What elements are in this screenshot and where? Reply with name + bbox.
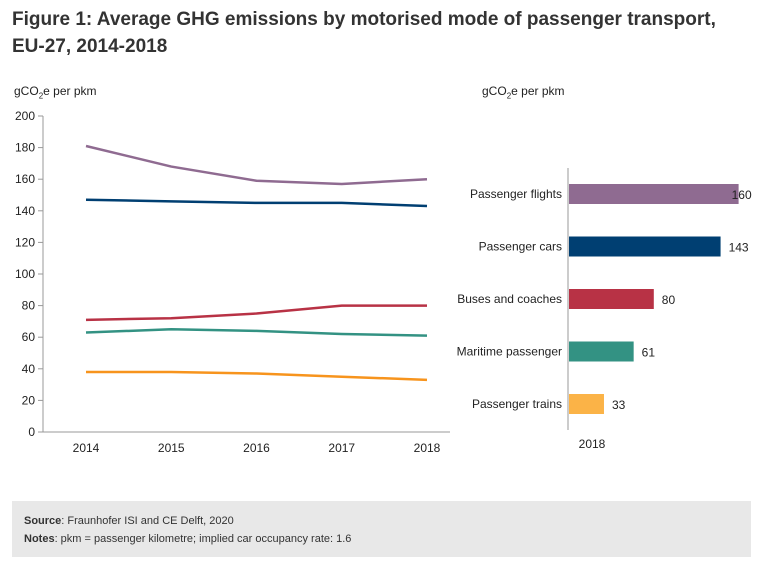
bar bbox=[569, 394, 604, 414]
source-line: Source: Fraunhofer ISI and CE Delft, 202… bbox=[24, 515, 234, 527]
unit-subscript: 2 bbox=[38, 91, 44, 101]
x-tick-label: 2018 bbox=[414, 441, 441, 455]
bar-axis-label: gCO2e per pkm bbox=[482, 84, 565, 100]
source-label: Source bbox=[24, 515, 62, 527]
bar-value-label: 80 bbox=[662, 293, 676, 307]
footer: Source: Fraunhofer ISI and CE Delft, 202… bbox=[12, 501, 751, 557]
figure-title: Figure 1: Average GHG emissions by motor… bbox=[12, 9, 716, 57]
x-tick-label: 2015 bbox=[158, 441, 185, 455]
y-tick-label: 120 bbox=[15, 235, 35, 249]
notes-text: : pkm = passenger kilometre; implied car… bbox=[54, 533, 352, 545]
bar-value-label: 143 bbox=[729, 241, 749, 255]
bar bbox=[569, 289, 654, 309]
y-tick-label: 40 bbox=[22, 362, 36, 376]
bar-category-label: Buses and coaches bbox=[457, 292, 562, 306]
y-tick-label: 0 bbox=[28, 425, 35, 439]
x-tick-label: 2014 bbox=[73, 441, 100, 455]
series-line-passenger-trains bbox=[86, 370, 428, 382]
notes-line: Notes: pkm = passenger kilometre; implie… bbox=[24, 533, 351, 545]
bar bbox=[569, 236, 721, 257]
bar-category-label: Passenger cars bbox=[479, 240, 562, 254]
y-tick-label: 20 bbox=[22, 393, 36, 407]
bar-value-label: 61 bbox=[642, 346, 656, 360]
y-tick-label: 60 bbox=[22, 330, 36, 344]
unit-text: gCO bbox=[14, 84, 39, 98]
x-tick-label: 2016 bbox=[243, 441, 270, 455]
series-line-passenger-flights bbox=[85, 144, 428, 186]
unit-text: gCO bbox=[482, 84, 507, 98]
bar-x-label: 2018 bbox=[579, 437, 606, 451]
bar-category-label: Maritime passenger bbox=[457, 345, 562, 359]
line-y-axis-label: gCO2e per pkm bbox=[14, 84, 97, 100]
y-tick-label: 160 bbox=[15, 172, 35, 186]
bar-value-label: 33 bbox=[612, 398, 626, 412]
y-tick-label: 140 bbox=[15, 204, 35, 218]
y-tick-label: 100 bbox=[15, 267, 35, 281]
chart-canvas: 0 20 40 60 80 100 120 140 160 180 200 2014 2015 2016 2… bbox=[15, 109, 752, 455]
bar-value-label: 160 bbox=[732, 188, 752, 202]
notes-label: Notes bbox=[24, 533, 55, 545]
y-tick-label: 180 bbox=[15, 141, 35, 155]
series-line-maritime-passenger bbox=[85, 328, 428, 337]
y-tick-label: 80 bbox=[22, 299, 36, 313]
y-tick-label: 200 bbox=[15, 109, 35, 123]
bar bbox=[569, 341, 634, 362]
x-tick-label: 2017 bbox=[328, 441, 355, 455]
bar bbox=[569, 184, 739, 204]
unit-text: e per pkm bbox=[511, 84, 565, 98]
series-line-passenger-cars bbox=[85, 198, 428, 208]
series-line-buses-and-coaches bbox=[85, 304, 427, 322]
bar-category-label: Passenger trains bbox=[472, 397, 562, 411]
bar-category-label: Passenger flights bbox=[470, 187, 562, 201]
unit-subscript: 2 bbox=[506, 91, 512, 101]
unit-text: e per pkm bbox=[43, 84, 97, 98]
source-text: : Fraunhofer ISI and CE Delft, 2020 bbox=[61, 515, 234, 527]
